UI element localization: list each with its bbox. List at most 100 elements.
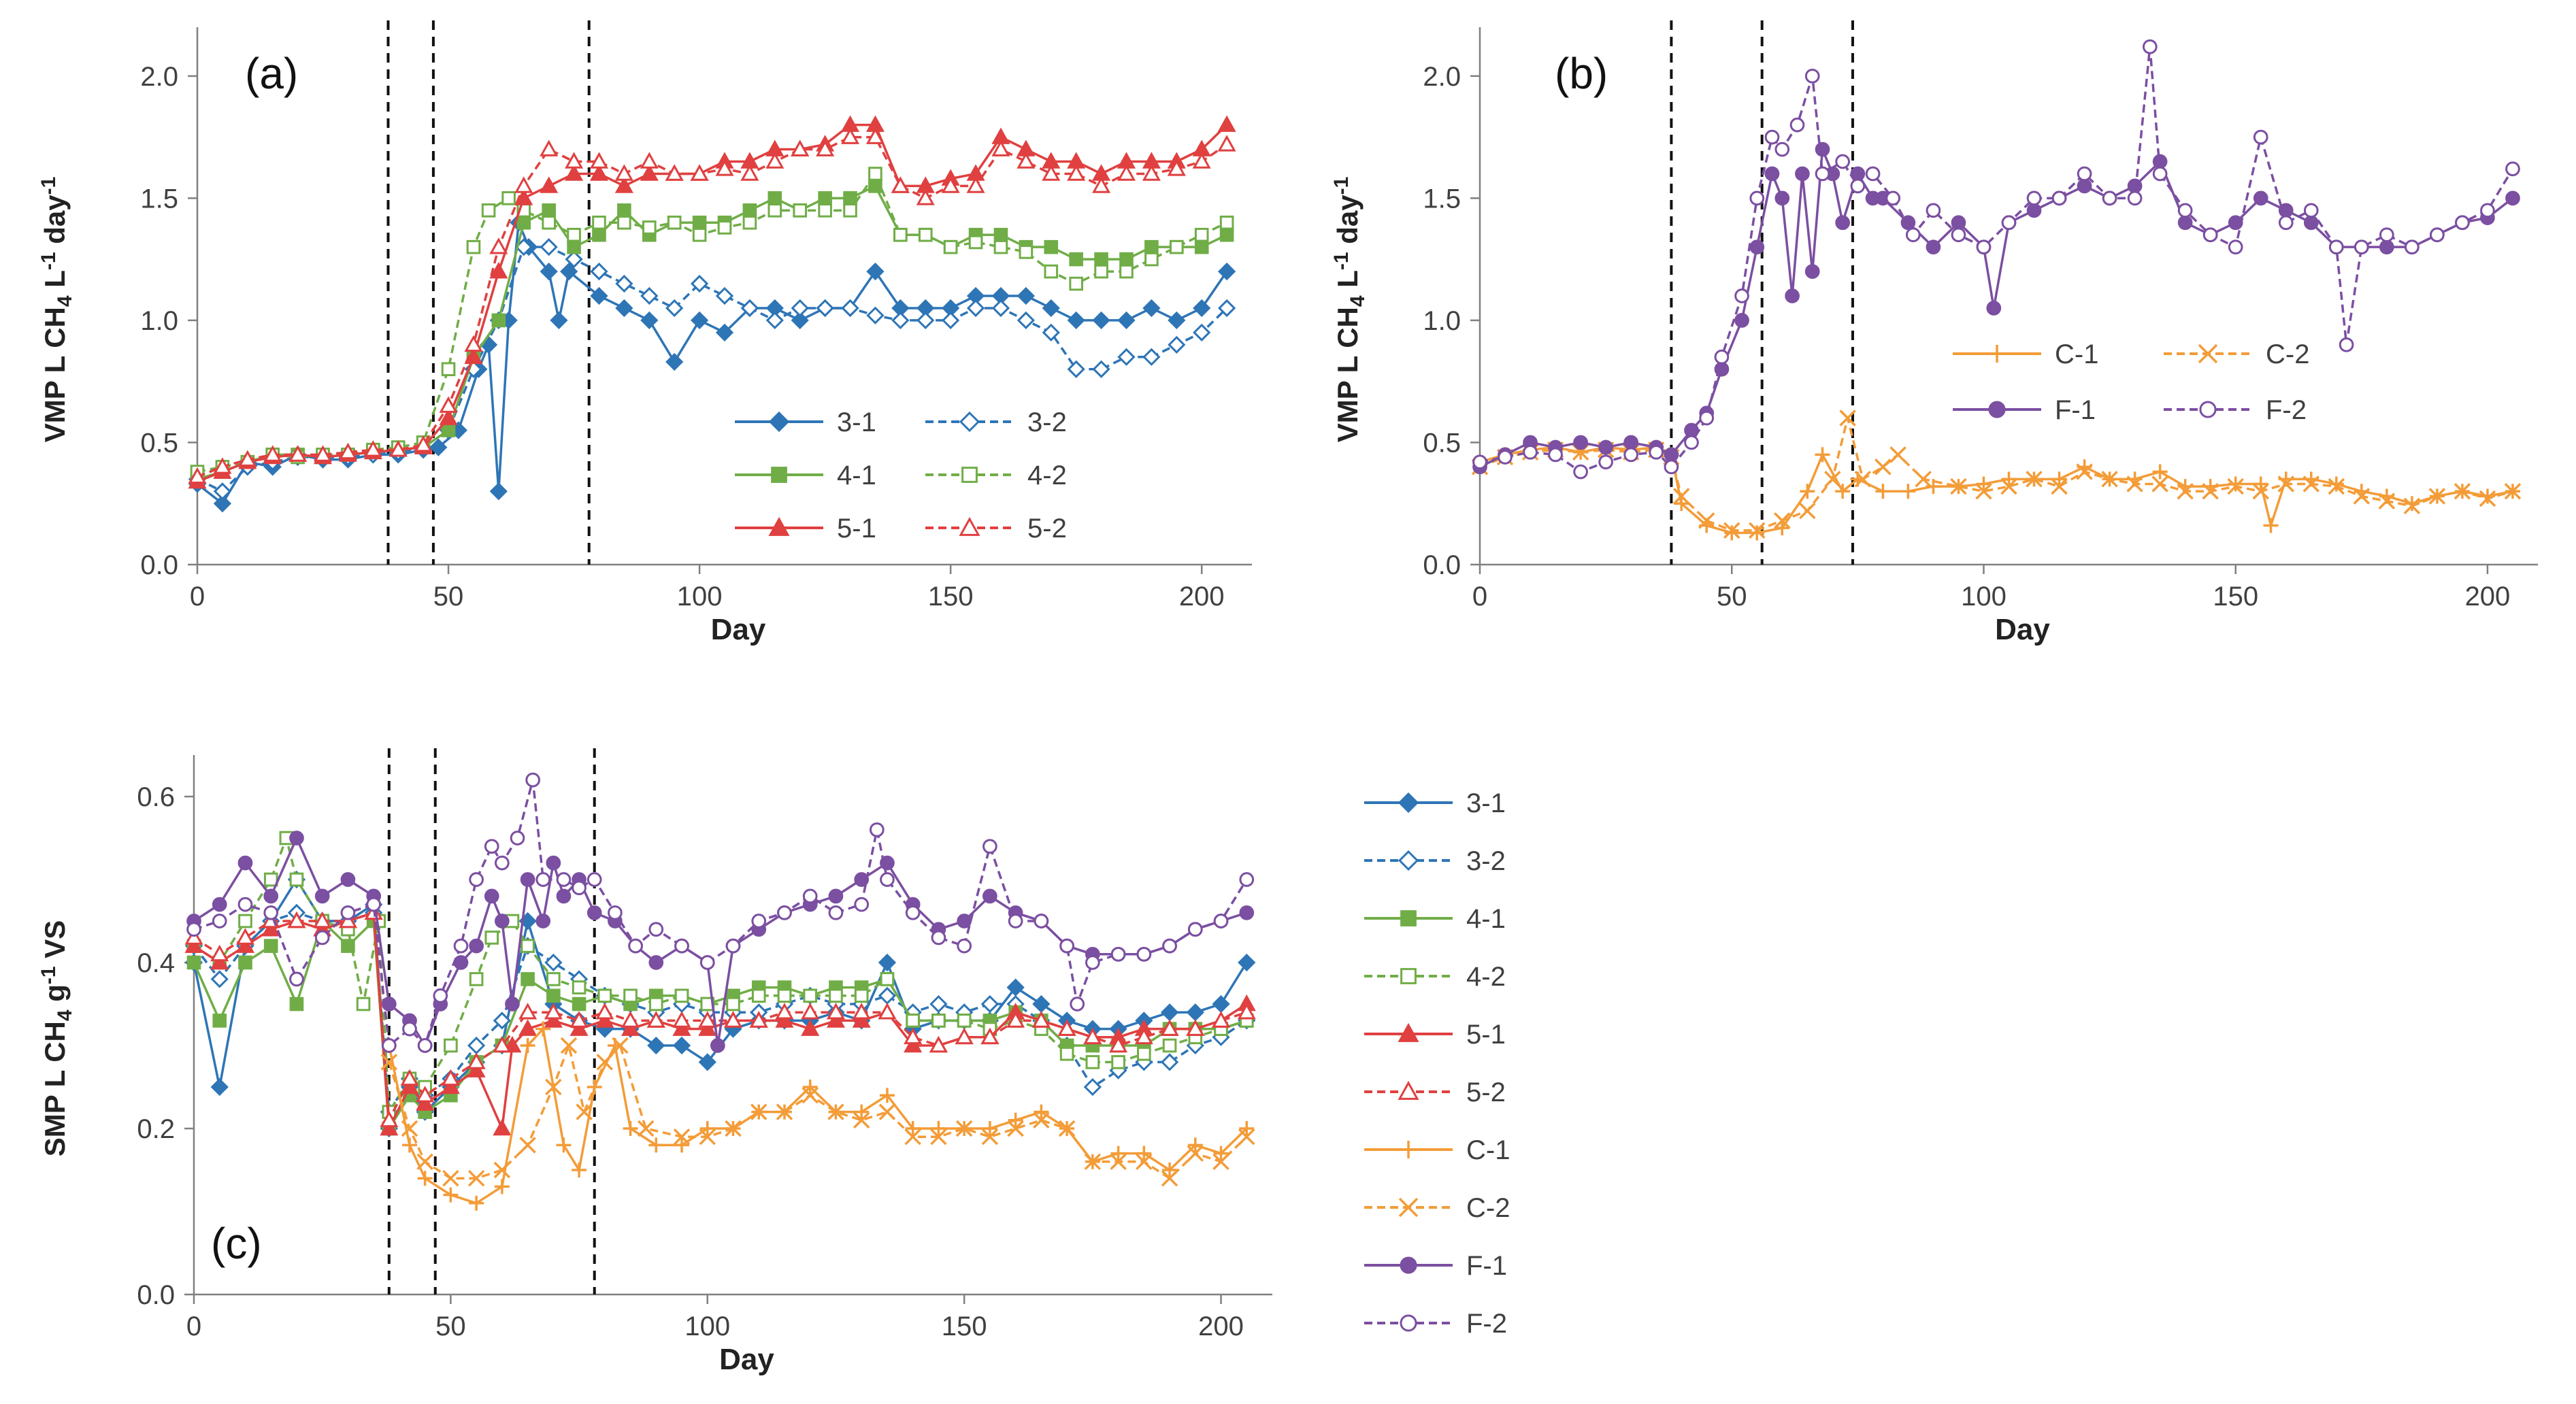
data-point-4-2 (1169, 239, 1184, 254)
data-point-F-1 (1664, 447, 1679, 463)
data-point-3-2 (866, 306, 885, 324)
y-axis-title-part: 4 (1347, 295, 1369, 307)
data-point-F-2 (1699, 410, 1715, 426)
data-point-4-2 (484, 931, 499, 945)
data-point-C-2 (1975, 483, 1992, 500)
data-point-4-1 (1144, 239, 1159, 254)
series-F-2 (186, 772, 1255, 1053)
data-point-F-2 (314, 930, 330, 946)
data-point-5-2 (1192, 152, 1211, 169)
legend-label: C-2 (2266, 339, 2309, 369)
data-point-C-2 (2302, 475, 2320, 492)
data-point-F-2 (453, 938, 469, 954)
data-point-5-2 (238, 450, 257, 467)
y-axis-title-part: L (1332, 270, 1364, 295)
data-point-5-2 (878, 1003, 897, 1020)
data-point-5-2 (1167, 159, 1186, 176)
data-point-F-2 (1213, 914, 1229, 929)
data-point-5-1 (614, 176, 633, 193)
data-point-F-1 (2379, 239, 2394, 255)
data-point-F-2 (1623, 447, 1638, 463)
data-point-4-1 (1044, 239, 1059, 254)
data-point-3-1 (690, 311, 709, 330)
data-point-C-1 (1900, 484, 1916, 499)
data-point-F-1 (453, 955, 469, 970)
data-point-C-2 (493, 1161, 511, 1179)
data-point-4-1 (263, 939, 278, 953)
data-point-F-1 (2505, 190, 2520, 206)
data-point-3-1 (878, 953, 897, 972)
legend-swatch-marker (1398, 1197, 1419, 1218)
data-point-C-1 (469, 1195, 484, 1211)
data-point-5-2 (865, 127, 885, 144)
data-point-5-2 (363, 440, 382, 457)
data-point-5-2 (698, 1011, 717, 1028)
data-point-3-2 (791, 299, 809, 318)
series-line-5-2 (197, 135, 1228, 478)
data-point-F-1 (212, 897, 227, 912)
data-point-3-2 (1160, 1053, 1179, 1071)
legend-item-5-2: 5-2 (925, 514, 1067, 544)
data-point-3-2 (891, 311, 910, 330)
data-point-C-2 (1007, 1120, 1024, 1137)
data-point-F-2 (2303, 203, 2319, 218)
data-point-F-2 (1239, 872, 1255, 887)
data-point-4-2 (777, 988, 792, 1003)
data-point-C-1 (1239, 1121, 1255, 1136)
data-point-3-2 (1193, 323, 1211, 341)
data-point-3-1 (550, 311, 568, 330)
data-point-C-2 (827, 1103, 844, 1120)
data-point-F-2 (648, 922, 664, 937)
legend-item-3-2: 3-2 (1364, 846, 1506, 876)
data-point-4-2 (818, 203, 832, 218)
data-point-4-2 (843, 203, 857, 218)
data-point-5-2 (288, 445, 308, 462)
data-point-F-2 (1951, 227, 1966, 243)
data-point-C-1 (556, 1137, 572, 1153)
data-point-C-2 (1187, 1145, 1204, 1162)
data-point-F-2 (289, 971, 304, 987)
data-point-C-1 (1875, 484, 1891, 499)
data-point-4-1 (1069, 252, 1083, 267)
data-point-F-2 (1573, 464, 1588, 480)
data-point-F-2 (1774, 141, 1790, 157)
legend-swatch-marker (961, 467, 978, 483)
data-point-F-1 (2177, 215, 2193, 231)
data-point-C-2 (637, 1120, 655, 1137)
series-F-2 (1472, 39, 2520, 480)
data-point-3-2 (210, 970, 229, 988)
data-point-C-1 (2263, 518, 2279, 533)
legend-swatch-marker (1988, 401, 2006, 418)
data-point-3-1 (590, 286, 608, 305)
data-point-F-2 (1598, 454, 1613, 470)
data-point-C-1 (802, 1080, 818, 1094)
data-point-F-1 (2127, 178, 2143, 194)
data-point-5-2 (1134, 1027, 1153, 1045)
data-point-F-2 (1865, 166, 1881, 182)
data-point-C-1 (674, 1137, 690, 1153)
legend-item-C-2: C-2 (1364, 1193, 1510, 1223)
data-point-4-1 (818, 191, 832, 205)
data-point-5-1 (439, 408, 458, 425)
data-point-5-2 (518, 1003, 538, 1020)
data-point-F-2 (381, 1038, 397, 1053)
y-axis-title-part: day (39, 195, 71, 252)
data-point-4-1 (186, 955, 201, 970)
x-tick-label: 0 (186, 1311, 201, 1341)
data-point-F-1 (556, 888, 572, 904)
data-point-4-2 (1111, 1055, 1125, 1069)
data-point-3-1 (1092, 311, 1110, 330)
data-point-4-2 (893, 227, 908, 242)
legend-swatch-marker (1400, 968, 1417, 984)
legend-swatch-marker (1400, 1141, 1417, 1158)
legend-swatch-marker (1988, 345, 2006, 363)
data-point-F-2 (1764, 129, 1780, 145)
data-point-4-2 (957, 1014, 972, 1028)
data-point-5-2 (723, 1011, 743, 1028)
x-tick-label: 150 (2213, 582, 2258, 612)
data-point-C-2 (2177, 483, 2194, 500)
data-point-C-2 (1033, 1112, 1050, 1129)
data-point-C-2 (560, 1037, 578, 1054)
data-point-5-2 (621, 1011, 640, 1028)
legend-swatch-marker (1398, 792, 1419, 814)
